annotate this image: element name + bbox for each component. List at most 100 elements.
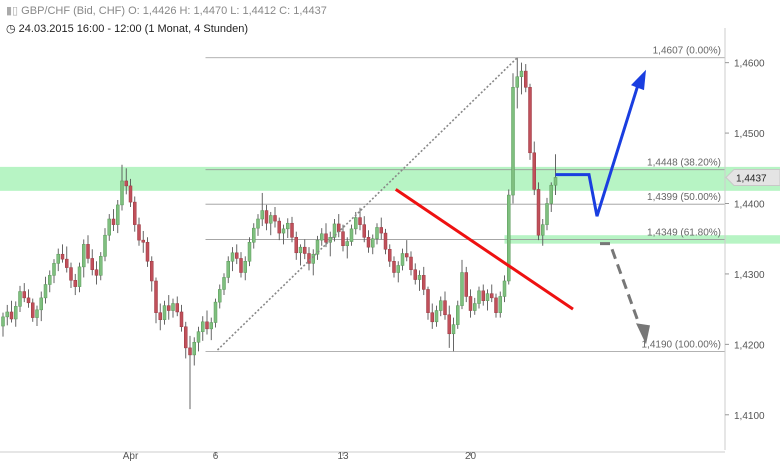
candle-body — [26, 297, 31, 304]
grey-projection-path — [600, 242, 642, 328]
candle-body — [392, 261, 396, 273]
candle-body — [213, 301, 218, 323]
candle-body — [464, 272, 468, 297]
candle-body — [103, 234, 107, 257]
time-tick-label: 13 — [337, 451, 349, 462]
clock-icon: ◷ — [6, 23, 16, 35]
time-tick-label: 20 — [465, 451, 477, 462]
price-tick-label: 1,4600 — [734, 59, 765, 70]
candle-body — [443, 300, 447, 316]
candle-body — [5, 311, 9, 318]
candle-body — [99, 256, 103, 276]
price-tick-label: 1,4400 — [734, 200, 765, 211]
candle-body — [290, 222, 294, 238]
current-price-badge — [725, 168, 780, 186]
candle-body — [349, 228, 354, 242]
candle-body — [396, 265, 400, 273]
candle-body — [490, 293, 494, 299]
candle-body — [124, 180, 128, 187]
candle-body — [192, 341, 196, 356]
candle-body — [128, 185, 133, 203]
candle-body — [184, 326, 188, 349]
candle-body — [345, 241, 349, 247]
candle-body — [337, 223, 341, 232]
candle-body — [307, 253, 311, 264]
candlestick-icon: ▮▯ — [6, 5, 19, 17]
candle-body — [269, 215, 273, 224]
candle-body — [167, 305, 171, 311]
candle-body — [379, 227, 383, 234]
candle-body — [383, 232, 388, 250]
candle-body — [417, 275, 422, 280]
grey-arrow-head — [636, 323, 650, 345]
candle-body — [456, 305, 460, 325]
candle-body — [303, 246, 307, 254]
candle-body — [86, 244, 90, 259]
candle-body — [477, 290, 481, 304]
candle-body — [468, 296, 473, 311]
candle-body — [332, 223, 337, 238]
candle-body — [111, 218, 116, 225]
candle-body — [286, 222, 290, 230]
candle-body — [358, 217, 362, 225]
price-zone-0 — [0, 166, 780, 191]
candle-body — [311, 253, 315, 264]
candle-body — [545, 203, 549, 225]
candle-body — [298, 246, 303, 254]
candle-body — [162, 305, 167, 320]
candle-body — [1, 316, 5, 327]
candle-body — [69, 267, 73, 281]
fib-label-3: 1,4349 (61.80%) — [647, 227, 721, 238]
candle-body — [196, 331, 201, 343]
period-line: 24.03.2015 16:00 - 12:00 (1 Monat, 4 Stu… — [18, 23, 249, 35]
candle-body — [281, 228, 286, 234]
candle-body — [150, 261, 154, 282]
candle-body — [354, 217, 358, 230]
candle-body — [82, 244, 86, 268]
candle-body — [94, 269, 99, 276]
candlesticks — [1, 57, 558, 410]
candle-body — [226, 261, 230, 278]
candle-body — [39, 297, 43, 311]
candle-body — [409, 256, 413, 270]
candle-body — [137, 224, 141, 241]
candle-body — [205, 321, 209, 330]
candle-body — [511, 87, 515, 196]
candle-body — [256, 218, 260, 229]
candle-body — [9, 311, 14, 320]
candle-body — [362, 224, 366, 238]
candle-body — [451, 324, 456, 335]
candle-body — [65, 258, 69, 268]
instrument-line: GBP/CHF (Bid, CHF) O: 1,4426 H: 1,4470 L… — [21, 5, 327, 17]
candle-body — [536, 189, 541, 236]
fibonacci-levels: 1,4607 (0.00%) 1,4448 (38.20%) 1,4399 (50.… — [205, 46, 725, 352]
candle-body — [502, 280, 507, 297]
candle-body — [209, 322, 213, 330]
candle-body — [498, 296, 502, 313]
candle-body — [243, 261, 247, 273]
candle-body — [120, 180, 124, 206]
candle-body — [171, 303, 175, 311]
fib-label-2: 1,4399 (50.00%) — [647, 192, 721, 203]
time-tick-label: Apr — [123, 451, 139, 462]
candle-body — [73, 280, 77, 287]
candle-body — [485, 293, 490, 301]
candle-body — [553, 177, 558, 186]
candle-body — [264, 210, 269, 224]
candle-body — [447, 314, 451, 335]
chart-header-instrument: ▮▯ GBP/CHF (Bid, CHF) O: 1,4426 H: 1,447… — [6, 4, 327, 17]
candle-body — [532, 152, 536, 190]
candle-body — [315, 239, 320, 255]
chart-header-period: ◷ 24.03.2015 16:00 - 12:00 (1 Monat, 4 S… — [6, 22, 248, 35]
price-tick-label: 1,4300 — [734, 270, 765, 281]
candle-body — [145, 241, 150, 262]
candle-body — [22, 291, 26, 299]
candle-body — [154, 280, 158, 313]
candle-body — [277, 220, 281, 234]
fib-label-1: 1,4448 (38.20%) — [647, 158, 721, 169]
candle-body — [405, 253, 409, 258]
price-tick-label: 1,4100 — [734, 411, 765, 422]
candle-body — [273, 215, 277, 222]
candle-body — [434, 310, 439, 323]
